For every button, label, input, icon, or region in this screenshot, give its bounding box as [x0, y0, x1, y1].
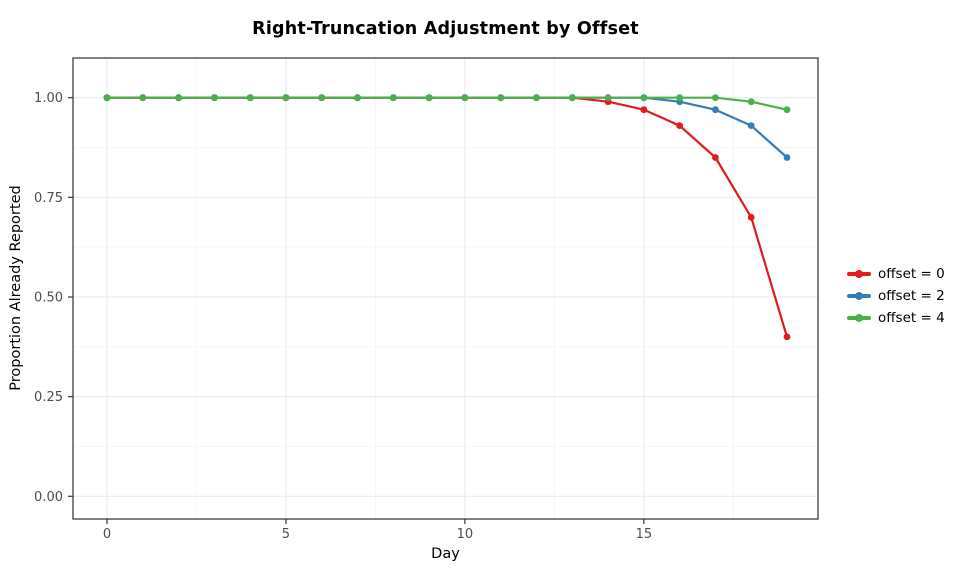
x-axis-title: Day: [431, 546, 460, 562]
legend-item-offset-0: offset = 0: [847, 263, 945, 285]
x-tick-label: 15: [636, 527, 653, 542]
legend: offset = 0 offset = 2 offset = 4: [847, 263, 945, 329]
legend-point-marker-icon: [855, 292, 863, 300]
data-point-series-2-day-17: [712, 94, 719, 102]
y-axis-title: Proportion Already Reported: [8, 185, 24, 391]
data-point-series-2-day-0: [103, 94, 111, 102]
data-point-series-0-day-16: [676, 122, 683, 129]
legend-label: offset = 0: [878, 266, 945, 282]
legend-line-marker-icon: [847, 270, 871, 278]
data-point-series-1-day-18: [747, 122, 755, 129]
data-point-series-2-day-4: [246, 94, 254, 102]
x-tick-label: 10: [457, 527, 474, 542]
data-point-series-0-day-19: [783, 333, 791, 341]
legend-item-offset-4: offset = 4: [847, 307, 945, 329]
chart-title: Right-Truncation Adjustment by Offset: [252, 19, 639, 39]
data-point-series-2-day-3: [211, 94, 218, 102]
y-tick-label: 0.25: [34, 390, 63, 405]
data-point-series-2-day-12: [533, 94, 540, 102]
data-point-series-2-day-16: [676, 94, 683, 102]
legend-line-marker-icon: [847, 314, 871, 322]
x-tick-label: 0: [103, 527, 111, 542]
data-point-series-2-day-13: [568, 94, 576, 102]
data-point-series-2-day-7: [354, 94, 361, 102]
panel-border: [72, 57, 819, 520]
data-point-series-2-day-10: [461, 94, 469, 102]
y-tick-label: 0.00: [34, 490, 63, 505]
legend-point-marker-icon: [855, 270, 863, 278]
legend-item-offset-2: offset = 2: [847, 285, 945, 307]
series-line-2: [105, 96, 789, 111]
data-point-series-2-day-5: [282, 94, 290, 102]
data-point-series-2-day-11: [497, 94, 505, 102]
data-point-series-0-day-18: [747, 213, 755, 221]
data-point-series-2-day-19: [783, 106, 791, 114]
legend-label: offset = 4: [878, 310, 945, 326]
y-tick-label: 1.00: [34, 91, 63, 106]
panel-background: [73, 58, 818, 519]
legend-point-marker-icon: [855, 314, 863, 322]
data-point-series-0-day-15: [640, 106, 648, 114]
data-point-series-2-day-15: [640, 94, 648, 102]
legend-label: offset = 2: [878, 288, 945, 304]
data-point-series-2-day-9: [425, 94, 433, 102]
data-point-series-1-day-17: [712, 106, 719, 114]
legend-line-marker-icon: [847, 292, 871, 300]
data-point-series-2-day-2: [175, 94, 183, 102]
data-point-series-2-day-14: [604, 94, 612, 102]
data-point-series-2-day-1: [139, 94, 147, 102]
x-tick-label: 5: [282, 527, 290, 542]
data-point-series-1-day-19: [783, 154, 791, 161]
y-tick-label: 0.50: [34, 291, 63, 306]
data-point-series-2-day-8: [389, 94, 397, 102]
data-point-series-2-day-18: [747, 98, 755, 106]
data-point-series-2-day-6: [318, 94, 326, 102]
y-tick-label: 0.75: [34, 191, 63, 206]
data-point-series-0-day-17: [712, 154, 719, 161]
